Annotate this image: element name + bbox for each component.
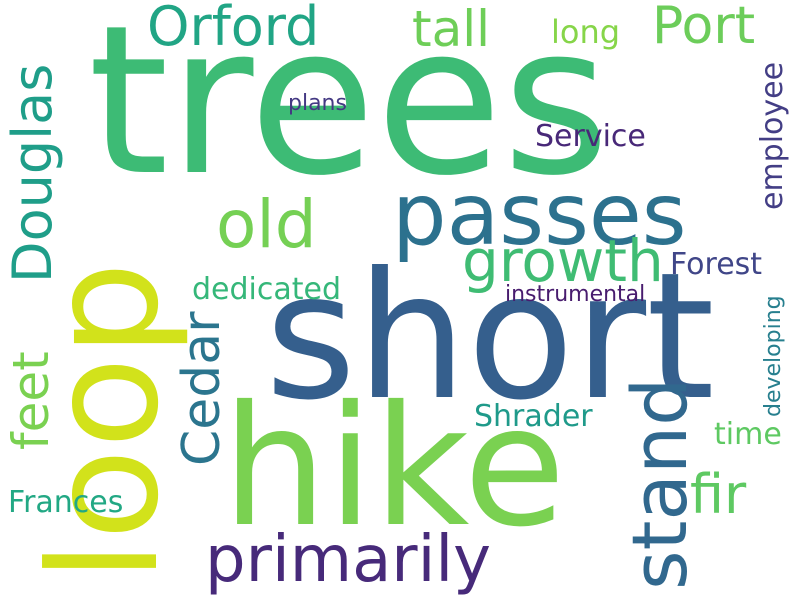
- word-stand: stand: [615, 377, 704, 590]
- word-developing: developing: [761, 295, 786, 417]
- word-forest: Forest: [670, 247, 763, 282]
- word-service: Service: [535, 119, 646, 154]
- word-dedicated: dedicated: [192, 272, 342, 307]
- word-trees: trees: [88, 0, 610, 221]
- word-frances: Frances: [8, 485, 124, 520]
- word-short: short: [265, 236, 715, 439]
- word-shrader: Shrader: [474, 399, 593, 434]
- word-fir: fir: [690, 463, 747, 526]
- word-passes: passes: [392, 165, 687, 265]
- word-douglas: Douglas: [1, 63, 64, 283]
- word-long: long: [551, 13, 621, 51]
- word-tall: tall: [412, 0, 491, 58]
- word-growth: growth: [462, 227, 664, 295]
- word-primarily: primarily: [205, 523, 492, 597]
- word-hike: hike: [222, 371, 566, 564]
- word-plans: plans: [288, 91, 347, 116]
- word-cedar: Cedar: [172, 311, 232, 466]
- word-time: time: [714, 417, 782, 452]
- word-port: Port: [652, 0, 756, 56]
- word-old: old: [216, 186, 317, 263]
- word-employee: employee: [755, 61, 790, 210]
- word-feet: feet: [2, 351, 60, 450]
- word-orford: Orford: [147, 0, 320, 58]
- word-instrumental: instrumental: [505, 282, 646, 307]
